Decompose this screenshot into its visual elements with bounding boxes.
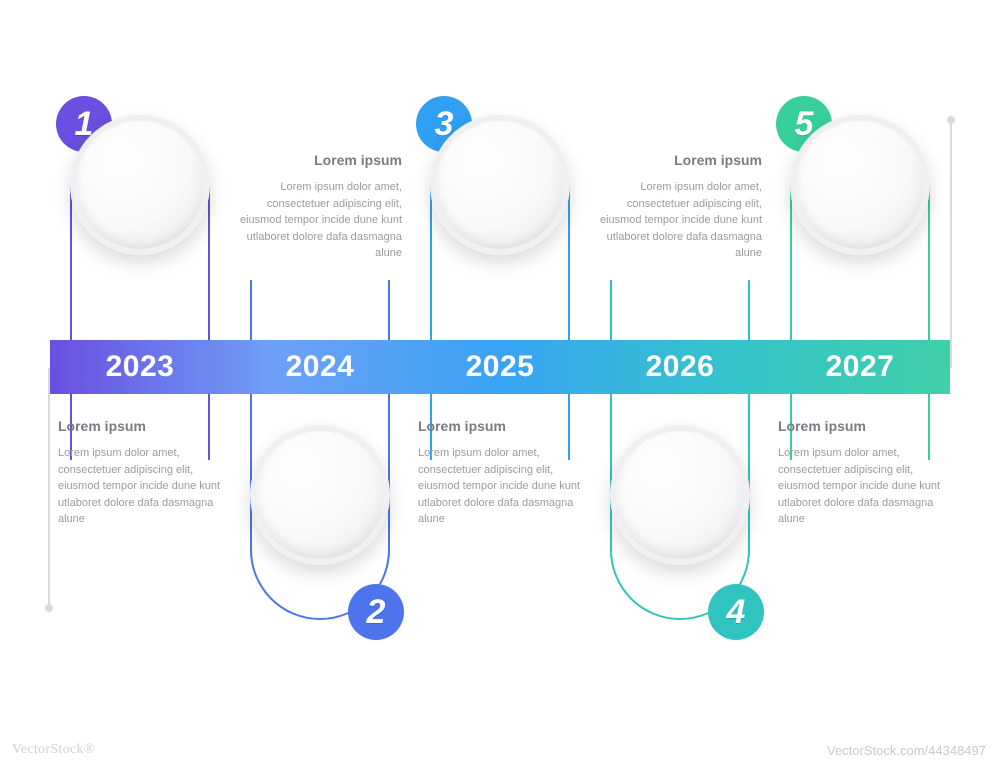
- year-label: 2023: [50, 340, 230, 394]
- year-bar: 2023 2024 2025 2026 2027: [50, 340, 950, 394]
- step-title: Lorem ipsum: [58, 416, 222, 437]
- disc-wrap: [250, 425, 390, 565]
- year-label: 2025: [410, 340, 590, 394]
- step-text: Lorem ipsum Lorem ipsum dolor amet, cons…: [238, 150, 402, 262]
- content-disc: [250, 425, 390, 565]
- content-disc: [430, 115, 570, 255]
- watermark-brand: VectorStock®: [12, 742, 95, 758]
- watermark-id: VectorStock.com/44348497: [827, 743, 986, 758]
- disc-wrap: [610, 425, 750, 565]
- content-disc: [790, 115, 930, 255]
- end-cap-right: [950, 120, 952, 368]
- step-title: Lorem ipsum: [238, 150, 402, 171]
- step-text: Lorem ipsum Lorem ipsum dolor amet, cons…: [58, 416, 222, 528]
- step-title: Lorem ipsum: [778, 416, 942, 437]
- year-label: 2026: [590, 340, 770, 394]
- timeline-infographic: 1 Lorem ipsum Lorem ipsum dolor amet, co…: [50, 80, 950, 640]
- step-text: Lorem ipsum Lorem ipsum dolor amet, cons…: [598, 150, 762, 262]
- content-disc: [70, 115, 210, 255]
- disc-wrap: [430, 115, 570, 255]
- step-title: Lorem ipsum: [598, 150, 762, 171]
- step-number: 2: [367, 595, 386, 629]
- step-text: Lorem ipsum Lorem ipsum dolor amet, cons…: [778, 416, 942, 528]
- disc-wrap: [790, 115, 930, 255]
- content-disc: [610, 425, 750, 565]
- step-text: Lorem ipsum Lorem ipsum dolor amet, cons…: [418, 416, 582, 528]
- step-body: Lorem ipsum dolor amet, consectetuer adi…: [598, 179, 762, 262]
- step-badge: 4: [708, 584, 764, 640]
- year-label: 2024: [230, 340, 410, 394]
- step-body: Lorem ipsum dolor amet, consectetuer adi…: [238, 179, 402, 262]
- step-body: Lorem ipsum dolor amet, consectetuer adi…: [778, 445, 942, 528]
- step-body: Lorem ipsum dolor amet, consectetuer adi…: [418, 445, 582, 528]
- step-title: Lorem ipsum: [418, 416, 582, 437]
- disc-wrap: [70, 115, 210, 255]
- step-body: Lorem ipsum dolor amet, consectetuer adi…: [58, 445, 222, 528]
- step-number: 4: [727, 595, 746, 629]
- step-badge: 2: [348, 584, 404, 640]
- year-label: 2027: [770, 340, 950, 394]
